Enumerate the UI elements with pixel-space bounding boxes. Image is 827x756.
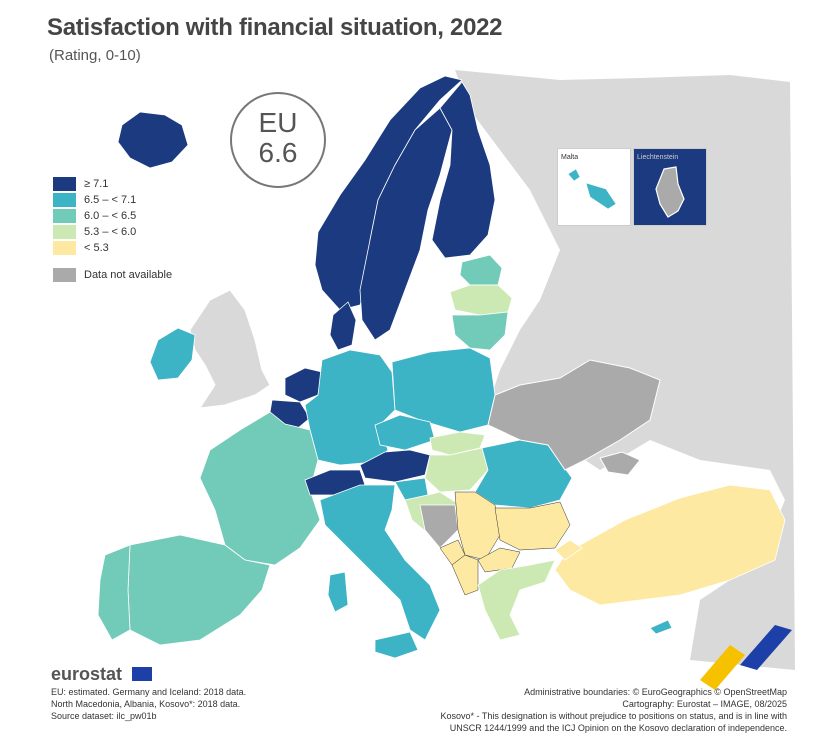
eu-badge-value: 6.6 bbox=[258, 137, 298, 168]
legend-swatch bbox=[53, 177, 76, 191]
footer-notes: EU: estimated. Germany and Iceland: 2018… bbox=[51, 686, 246, 722]
no-data-crimea bbox=[599, 451, 641, 476]
country-slovakia bbox=[429, 431, 486, 456]
legend-item: 6.0 – < 6.5 bbox=[53, 208, 172, 224]
legend-label: 5.3 – < 6.0 bbox=[84, 226, 137, 238]
country-estonia bbox=[459, 254, 503, 286]
country-italy bbox=[319, 484, 441, 641]
country-turkey bbox=[554, 484, 786, 606]
legend-label: 6.5 – < 7.1 bbox=[84, 194, 137, 206]
note-line: North Macedonia, Albania, Kosovo*: 2018 … bbox=[51, 699, 241, 709]
inset-malta: Malta bbox=[557, 148, 631, 226]
legend-label: 6.0 – < 6.5 bbox=[84, 210, 137, 222]
country-albania bbox=[451, 554, 479, 596]
legend-swatch bbox=[53, 193, 76, 207]
eu-flag-icon bbox=[132, 667, 152, 681]
legend-swatch bbox=[53, 209, 76, 223]
country-serbia bbox=[454, 491, 501, 561]
footer-credits: Administrative boundaries: © EuroGeograp… bbox=[440, 686, 787, 734]
malta-shape bbox=[567, 168, 617, 210]
country-iceland bbox=[117, 111, 189, 169]
country-finland bbox=[431, 81, 496, 259]
note-line: EU: estimated. Germany and Iceland: 2018… bbox=[51, 687, 247, 697]
legend-label: ≥ 7.1 bbox=[84, 178, 109, 190]
legend-label: Data not available bbox=[84, 269, 173, 281]
inset-liechtenstein: Liechtenstein bbox=[633, 148, 707, 226]
liechtenstein-shape bbox=[655, 166, 685, 218]
no-data-ukraine bbox=[487, 359, 661, 471]
note-line: Source dataset: ilc_pw01b bbox=[51, 711, 157, 721]
credit-line: UNSCR 1244/1999 and the ICJ Opinion on t… bbox=[449, 723, 787, 733]
country-lithuania bbox=[451, 311, 509, 351]
country-bosnia bbox=[419, 504, 459, 549]
country-italy-sicily bbox=[374, 631, 419, 659]
inset-malta-label: Malta bbox=[561, 154, 579, 161]
country-denmark bbox=[329, 301, 357, 351]
eurostat-accent-logo bbox=[700, 645, 745, 690]
country-sweden bbox=[359, 107, 453, 341]
legend-item: < 5.3 bbox=[53, 240, 172, 256]
country-france bbox=[199, 411, 321, 566]
country-north-macedonia bbox=[477, 547, 521, 573]
credit-line: Administrative boundaries: © EuroGeograp… bbox=[524, 687, 787, 697]
uk-no-data bbox=[189, 289, 271, 409]
inset-liechtenstein-label: Liechtenstein bbox=[637, 154, 679, 161]
legend-swatch bbox=[53, 241, 76, 255]
country-bulgaria bbox=[494, 501, 571, 551]
credit-line: Kosovo* - This designation is without pr… bbox=[440, 711, 787, 721]
country-hungary bbox=[424, 447, 489, 493]
country-greece bbox=[477, 559, 556, 641]
country-turkey-thrace bbox=[554, 539, 583, 561]
eurostat-logo-text: eurostat bbox=[51, 664, 123, 684]
legend-swatch bbox=[53, 225, 76, 239]
legend-label: < 5.3 bbox=[84, 242, 109, 254]
legend-item: ≥ 7.1 bbox=[53, 176, 172, 192]
eu-badge-label: EU bbox=[258, 107, 298, 138]
country-ireland bbox=[149, 327, 196, 381]
legend-item-no-data: Data not available bbox=[53, 267, 172, 283]
map-subtitle: (Rating, 0-10) bbox=[49, 47, 141, 64]
country-portugal bbox=[97, 544, 131, 641]
country-cyprus bbox=[649, 619, 673, 635]
legend-item: 5.3 – < 6.0 bbox=[53, 224, 172, 240]
eu-average-badge: EU 6.6 bbox=[230, 92, 326, 188]
country-germany bbox=[304, 349, 396, 466]
credit-line: Cartography: Eurostat – IMAGE, 08/2025 bbox=[622, 699, 787, 709]
country-latvia bbox=[449, 284, 513, 316]
eurostat-accent-logo-blue bbox=[740, 625, 792, 670]
legend-swatch bbox=[53, 268, 76, 282]
country-italy-sardinia bbox=[327, 571, 349, 613]
map-title: Satisfaction with financial situation, 2… bbox=[47, 14, 503, 41]
map-legend: ≥ 7.1 6.5 – < 7.1 6.0 – < 6.5 5.3 – < 6.… bbox=[53, 176, 172, 283]
legend-item: 6.5 – < 7.1 bbox=[53, 192, 172, 208]
